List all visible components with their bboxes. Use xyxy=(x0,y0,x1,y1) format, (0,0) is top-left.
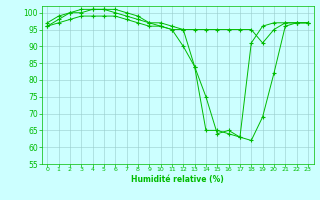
X-axis label: Humidité relative (%): Humidité relative (%) xyxy=(131,175,224,184)
